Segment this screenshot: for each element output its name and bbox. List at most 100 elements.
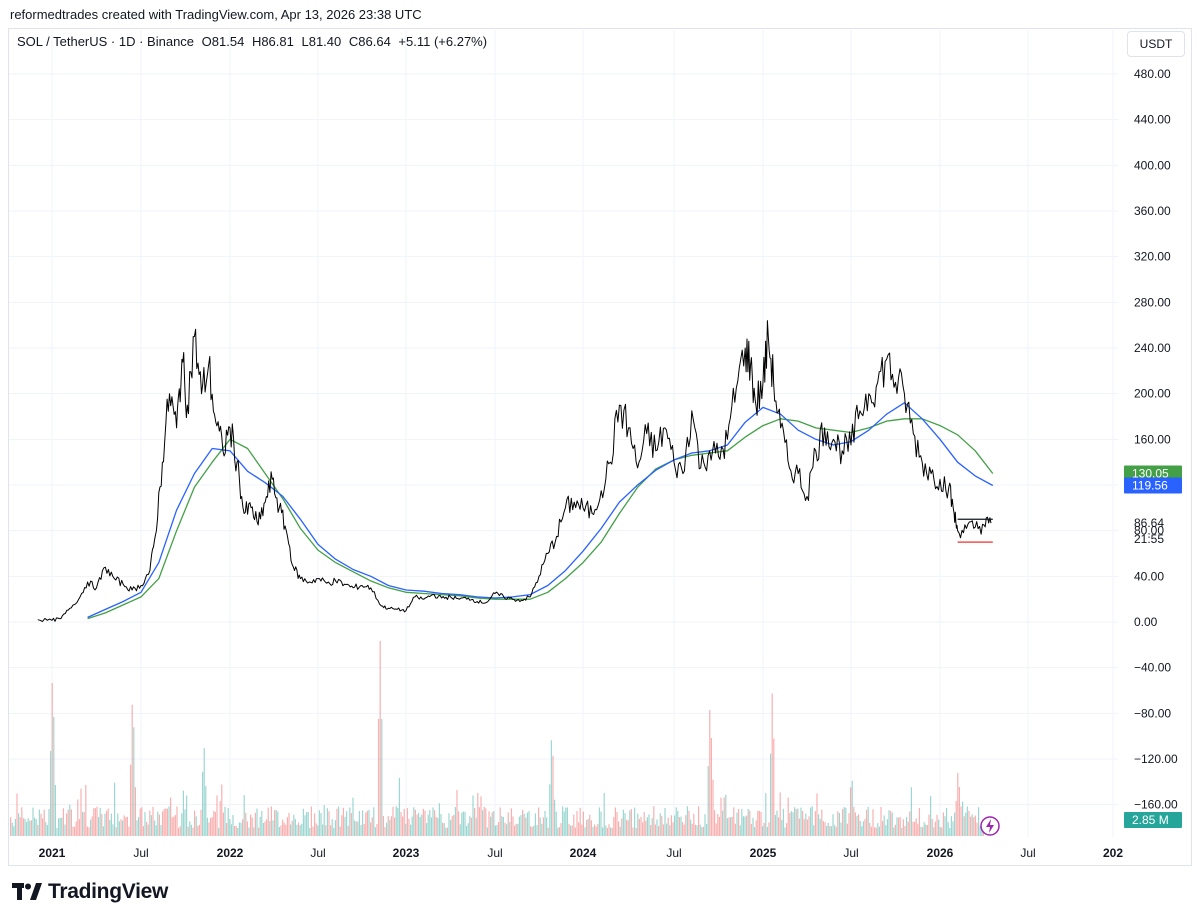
- volume-bar: [859, 820, 861, 836]
- volume-bar: [787, 797, 789, 836]
- volume-bar: [826, 825, 828, 836]
- volume-bar: [494, 825, 496, 836]
- volume-bar: [336, 808, 338, 836]
- volume-bar: [51, 683, 53, 836]
- volume-bar: [350, 813, 352, 836]
- volume-bar: [794, 807, 796, 836]
- volume-bar: [651, 818, 653, 836]
- volume-bar: [662, 824, 664, 836]
- volume-bar: [534, 813, 536, 836]
- x-tick-label: 2026: [927, 846, 954, 860]
- volume-bar: [966, 806, 968, 836]
- volume-bar: [546, 817, 548, 836]
- volume-bar: [366, 810, 368, 836]
- volume-bar: [909, 811, 911, 836]
- volume-bar: [438, 803, 440, 836]
- volume-bar: [154, 820, 156, 836]
- volume-bar: [382, 816, 384, 836]
- volume-bar: [475, 817, 477, 836]
- volume-bar: [789, 813, 791, 836]
- volume-bar: [234, 825, 236, 836]
- volume-bar: [758, 810, 760, 836]
- volume-bar: [238, 822, 240, 836]
- volume-bar: [246, 821, 248, 836]
- volume-bar: [880, 806, 882, 836]
- volume-bar: [379, 641, 381, 836]
- volume-bar: [198, 824, 200, 836]
- volume-bar: [517, 823, 519, 836]
- ma-fast-badge-bg: [1124, 477, 1182, 494]
- volume-bar: [778, 817, 780, 836]
- volume-bar: [352, 797, 354, 836]
- volume-bar: [874, 827, 876, 836]
- volume-bar: [210, 817, 212, 836]
- volume-bar: [653, 806, 655, 836]
- volume-bar: [467, 823, 469, 836]
- volume-bar: [899, 816, 901, 836]
- volume-bar: [386, 822, 388, 836]
- currency-button[interactable]: USDT: [1127, 31, 1185, 57]
- volume-bar: [448, 813, 450, 836]
- volume-bar: [717, 814, 719, 836]
- volume-bar: [928, 814, 930, 836]
- volume-bar: [582, 811, 584, 836]
- volume-bar: [186, 795, 188, 836]
- volume-bar: [267, 807, 269, 836]
- volume-bar: [586, 819, 588, 836]
- volume-bar: [672, 822, 674, 836]
- volume-bar: [694, 824, 696, 836]
- volume-bar: [178, 827, 180, 836]
- volume-bar: [632, 827, 634, 836]
- volume-bar: [930, 796, 932, 836]
- volume-bar: [38, 809, 40, 836]
- volume-bar: [147, 824, 149, 836]
- volume-bar: [742, 816, 744, 836]
- volume-bar: [357, 821, 359, 836]
- x-tick-label: 2024: [570, 846, 597, 860]
- volume-bar: [27, 818, 29, 836]
- volume-bar: [979, 825, 981, 836]
- volume-bar: [754, 827, 756, 836]
- volume-bar: [846, 823, 848, 836]
- support-box: [957, 518, 993, 543]
- volume-bar: [242, 819, 244, 836]
- volume-bar: [667, 817, 669, 836]
- volume-bar: [813, 825, 815, 836]
- volume-bar: [381, 719, 383, 836]
- volume-bar: [264, 821, 266, 836]
- x-tick-label: Jul: [1020, 846, 1035, 860]
- volume-bar: [272, 820, 274, 836]
- volume-bar: [453, 814, 455, 836]
- volume-bar: [152, 806, 154, 836]
- volume-bar: [848, 813, 850, 836]
- volume-bar: [898, 817, 900, 836]
- volume-bar: [126, 816, 128, 836]
- volume-bar: [392, 806, 394, 836]
- volume-bar: [328, 811, 330, 836]
- volume-bar: [571, 825, 573, 836]
- volume-bar: [202, 771, 204, 836]
- volume-bar: [421, 814, 423, 836]
- lightning-icon[interactable]: [980, 816, 1000, 836]
- volume-bar: [107, 808, 109, 836]
- volume-bar: [293, 814, 295, 836]
- volume-bar: [643, 812, 645, 836]
- volume-bar: [922, 827, 924, 836]
- volume-bar: [277, 811, 279, 836]
- volume-bar: [432, 807, 434, 836]
- volume-bar: [568, 823, 570, 836]
- volume-bar: [98, 817, 100, 836]
- y-tick-label: 280.00: [1134, 295, 1171, 309]
- volume-bar: [968, 810, 970, 836]
- volume-bar: [318, 810, 320, 836]
- volume-bar: [163, 808, 165, 836]
- volume-bar: [158, 814, 160, 836]
- volume-bar: [688, 810, 690, 836]
- volume-bar: [43, 809, 45, 836]
- volume-bar: [931, 818, 933, 836]
- volume-bar: [194, 810, 196, 836]
- volume-bar: [400, 812, 402, 836]
- volume-bar: [650, 825, 652, 836]
- volume-bar: [334, 820, 336, 836]
